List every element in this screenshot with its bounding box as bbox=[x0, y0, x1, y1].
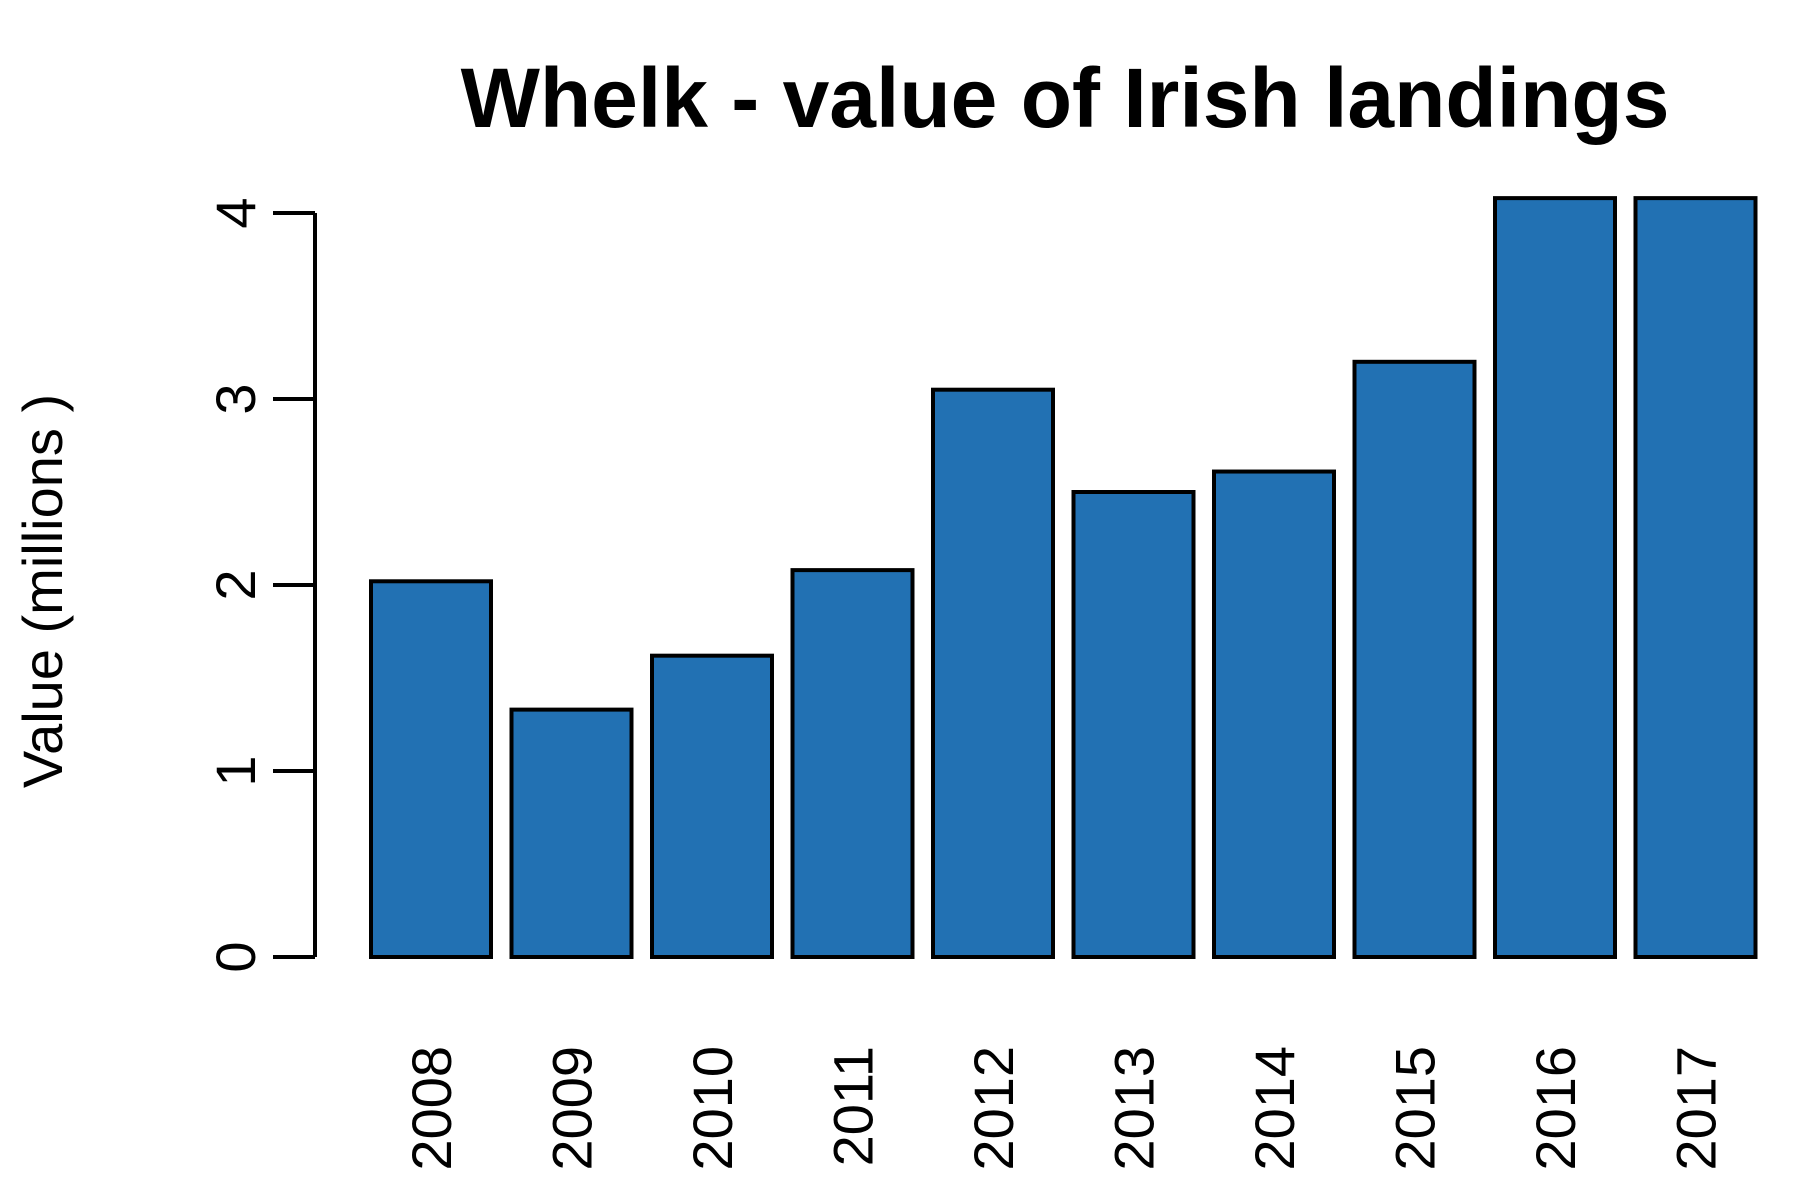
y-axis-label: Value (millions ) bbox=[11, 394, 74, 788]
y-tick-label: 0 bbox=[204, 941, 267, 972]
x-tick-label: 2017 bbox=[1665, 1046, 1728, 1171]
bar bbox=[1352, 359, 1477, 959]
bar bbox=[790, 568, 915, 959]
x-tick-label: 2016 bbox=[1524, 1046, 1587, 1171]
bar bbox=[509, 707, 634, 959]
x-tick-label: 2013 bbox=[1103, 1046, 1166, 1171]
x-tick-label: 2010 bbox=[681, 1046, 744, 1171]
bar bbox=[650, 653, 774, 959]
chart-title: Whelk - value of Irish landings bbox=[461, 51, 1670, 145]
bar bbox=[931, 387, 1055, 959]
y-tick-label: 1 bbox=[204, 755, 267, 786]
bar bbox=[1212, 469, 1336, 959]
bar bbox=[369, 579, 493, 960]
y-tick-label: 2 bbox=[204, 569, 267, 600]
y-tick-label: 4 bbox=[204, 197, 267, 228]
y-axis: 0 1 2 3 4 bbox=[204, 197, 317, 973]
x-tick-label: 2008 bbox=[400, 1046, 463, 1171]
x-tick-label: 2012 bbox=[962, 1046, 1025, 1171]
x-tick-label: 2014 bbox=[1243, 1046, 1306, 1171]
y-tick-label: 3 bbox=[204, 383, 267, 414]
bars-group bbox=[369, 196, 1758, 960]
x-tick-label: 2015 bbox=[1384, 1046, 1447, 1171]
bar bbox=[1633, 196, 1758, 959]
x-tick-labels: 2008 2009 2010 2011 2012 2013 2014 2015 2016 2017 bbox=[400, 1046, 1728, 1171]
bar bbox=[1071, 490, 1196, 959]
x-tick-label: 2011 bbox=[822, 1046, 885, 1166]
x-tick-label: 2009 bbox=[541, 1046, 604, 1171]
bar bbox=[1493, 196, 1617, 959]
